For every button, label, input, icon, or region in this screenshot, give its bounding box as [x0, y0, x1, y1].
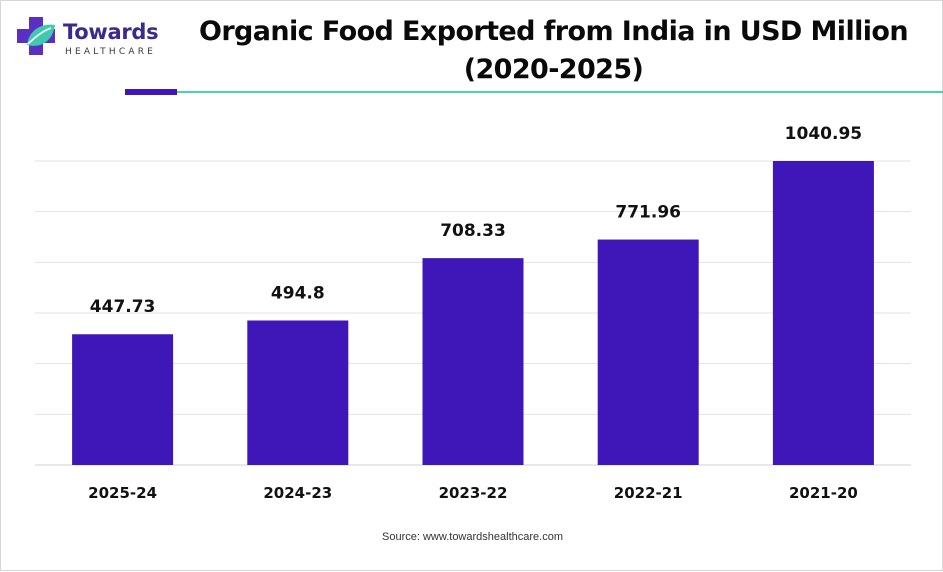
source-note: Source: www.towardshealthcare.com	[382, 531, 563, 543]
x-tick-label: 2021-20	[789, 484, 858, 502]
data-label: 771.96	[615, 203, 681, 223]
data-label: 494.8	[271, 283, 325, 303]
bar	[597, 239, 699, 465]
chart-title: Organic Food Exported from India in USD …	[198, 16, 909, 85]
bar	[772, 161, 874, 465]
bar	[247, 320, 349, 465]
x-tick-label: 2022-21	[614, 484, 683, 502]
data-label: 447.73	[90, 297, 156, 317]
title-accent-bar	[125, 89, 177, 95]
x-tick-label: 2025-24	[88, 484, 157, 502]
medical-cross-leaf-icon	[17, 17, 55, 55]
x-tick-label: 2023-22	[439, 484, 508, 502]
x-tick-label: 2024-23	[263, 484, 332, 502]
bar	[422, 258, 524, 465]
title-accent-line	[177, 91, 943, 93]
bar	[72, 334, 174, 465]
brand-name: Towards	[63, 20, 159, 44]
data-label: 708.33	[440, 221, 506, 241]
brand-subname: HEALTHCARE	[65, 47, 157, 57]
brand-logo: Towards HEALTHCARE	[15, 15, 165, 63]
data-label: 1040.95	[785, 124, 862, 144]
